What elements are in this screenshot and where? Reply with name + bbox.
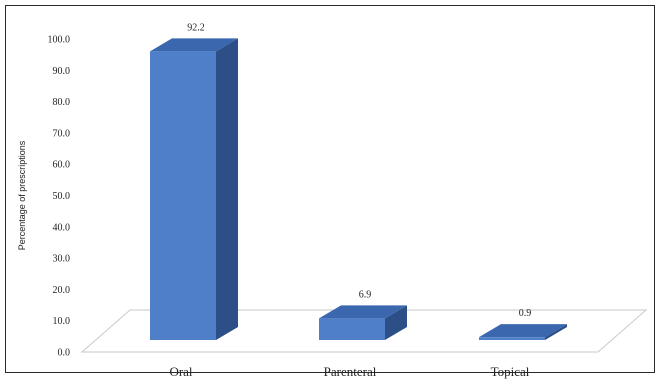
bar-top-face [319, 305, 407, 319]
bars [150, 38, 567, 340]
y-tick-label: 90.0 [53, 66, 71, 77]
y-tick-label: 80.0 [53, 97, 71, 108]
bar-top-face [479, 324, 567, 338]
y-tick-label: 10.0 [53, 316, 71, 327]
y-tick-label: 0.0 [58, 348, 71, 359]
bar-top-face [150, 38, 238, 52]
y-axis-ticks: 0.0 10.0 20.0 30.0 40.0 50.0 60.0 70.0 80.0 90.0 1… [48, 35, 71, 359]
data-label: 6.9 [359, 289, 372, 300]
data-label: 92.2 [187, 22, 205, 33]
data-label: 0.9 [519, 308, 532, 319]
data-labels: 92.2 6.9 0.9 [187, 22, 531, 319]
category-labels: Oral Parenteral Topical [169, 364, 529, 379]
bar-oral [150, 38, 238, 340]
y-tick-label: 20.0 [53, 285, 71, 296]
bar-topical [479, 324, 567, 340]
y-tick-label: 100.0 [48, 35, 71, 46]
category-label: Parenteral [324, 364, 377, 379]
bar-parenteral [319, 305, 407, 340]
category-label: Topical [491, 364, 530, 379]
y-axis-title: Percentage of prescriptions [17, 140, 27, 250]
y-tick-label: 60.0 [53, 160, 71, 171]
y-tick-label: 50.0 [53, 191, 71, 202]
bar-front-face [319, 318, 385, 340]
bar-side-face [216, 38, 238, 340]
bar-side-face [545, 324, 567, 340]
y-tick-label: 70.0 [53, 128, 71, 139]
bar-front-face [479, 337, 545, 340]
bar-front-face [150, 51, 216, 340]
category-label: Oral [169, 364, 192, 379]
y-tick-label: 40.0 [53, 222, 71, 233]
bar-side-face [385, 305, 407, 340]
y-tick-label: 30.0 [53, 254, 71, 265]
